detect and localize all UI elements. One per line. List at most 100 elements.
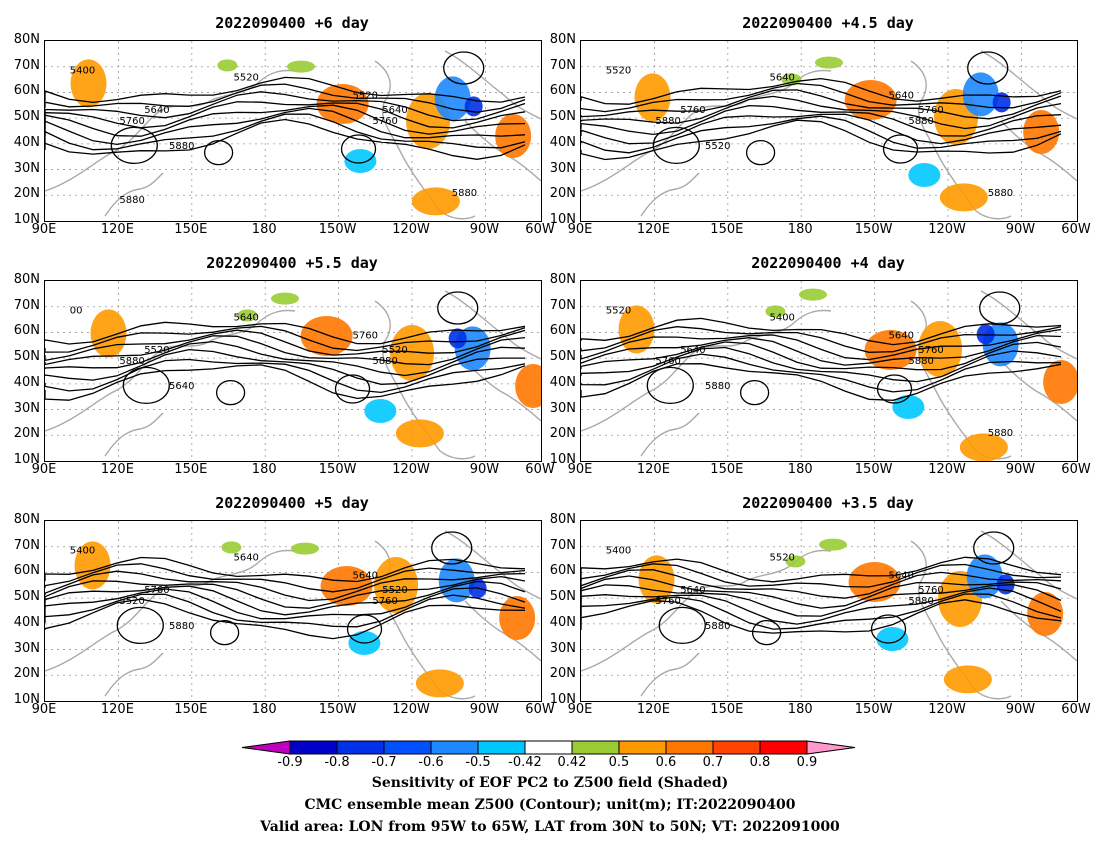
z500-contour xyxy=(116,606,164,645)
latitude-tick-label: 10N xyxy=(549,692,576,707)
longitude-tick-label: 150W xyxy=(854,702,893,717)
sensitivity-shading xyxy=(448,328,467,349)
z500-contour xyxy=(652,126,700,165)
z500-contour xyxy=(581,341,1062,371)
panel-title: 2022090400 +4.5 day xyxy=(742,14,914,32)
longitude-tick-label: 150W xyxy=(318,222,357,237)
latitude-tick-label: 30N xyxy=(549,640,576,656)
coastline xyxy=(104,652,164,697)
sensitivity-shading xyxy=(765,305,786,318)
contour-label: 5400 xyxy=(606,545,631,556)
z500-contour xyxy=(581,82,1062,113)
z500-contour xyxy=(443,51,485,85)
caption-line-2: CMC ensemble mean Z500 (Contour); unit(m… xyxy=(304,797,796,813)
contour-label: 5760 xyxy=(655,596,680,607)
contour-label: 00 xyxy=(70,305,83,316)
z500-contour xyxy=(870,614,907,644)
sensitivity-shading xyxy=(785,555,806,568)
latitude-tick-label: 20N xyxy=(13,426,40,442)
z500-contour xyxy=(646,366,694,405)
contour-label: 5520 xyxy=(353,91,378,102)
contour-label: 5880 xyxy=(119,195,144,206)
z500-contour xyxy=(581,587,1062,625)
z500-contour xyxy=(45,364,526,401)
colorbar-tick-label: -0.42 xyxy=(508,755,542,770)
contour-label: 5640 xyxy=(769,73,794,84)
colorbar-segment xyxy=(665,740,714,755)
longitude-tick-label: 150W xyxy=(854,222,893,237)
colorbar-segment xyxy=(759,740,808,755)
coastline xyxy=(444,530,541,600)
z500-contour xyxy=(751,619,782,646)
z500-contour xyxy=(658,606,706,645)
z500-contour xyxy=(346,614,383,644)
z500-contour xyxy=(334,374,371,404)
contour-label: 5760 xyxy=(918,345,943,356)
panel-title: 2022090400 +4 day xyxy=(751,254,905,272)
contour-label: 5760 xyxy=(918,105,943,116)
sensitivity-shading xyxy=(908,163,941,187)
longitude-tick-label: 120W xyxy=(928,702,966,717)
latitude-tick-label: 10N xyxy=(13,212,40,227)
longitude-tick-label: 90W xyxy=(1005,222,1036,237)
z500-contour xyxy=(581,363,1062,401)
coastline xyxy=(581,549,832,672)
longitude-tick-label: 150E xyxy=(174,462,208,477)
colorbar-tick-label: 0.8 xyxy=(749,755,771,770)
panel-title: 2022090400 +5.5 day xyxy=(206,254,378,272)
coastline xyxy=(104,412,164,457)
colorbar-tick-label: 0.42 xyxy=(557,755,587,770)
latitude-tick-label: 70N xyxy=(549,297,576,313)
sensitivity-shading xyxy=(819,538,847,551)
latitude-tick-label: 20N xyxy=(549,666,576,682)
contour-label: 5520 xyxy=(606,305,631,316)
longitude-tick-label: 90E xyxy=(31,702,57,717)
latitude-tick-label: 60N xyxy=(549,563,576,579)
longitude-tick-label: 150E xyxy=(710,462,744,477)
longitude-tick-label: 180 xyxy=(251,222,277,237)
contour-label: 5880 xyxy=(169,621,194,632)
z500-contour xyxy=(45,340,526,377)
z500-contour xyxy=(581,317,1062,346)
latitude-tick-label: 20N xyxy=(13,186,40,202)
z500-contour xyxy=(581,575,1062,609)
longitude-tick-label: 90E xyxy=(567,222,593,237)
latitude-tick-label: 50N xyxy=(549,109,576,125)
latitude-tick-label: 70N xyxy=(549,57,576,73)
z500-contour xyxy=(45,329,526,362)
sensitivity-shading xyxy=(221,541,242,554)
latitude-tick-label: 80N xyxy=(13,32,40,47)
contour-label: 5760 xyxy=(918,585,943,596)
map-panel: 2022090400 +4 day 5520 5400 5640 5760 5880 564… xyxy=(550,254,1091,477)
contour-label: 5880 xyxy=(452,188,477,199)
colorbar-segment xyxy=(430,740,479,755)
contour-label: 5520 xyxy=(119,596,144,607)
longitude-tick-label: 90E xyxy=(567,462,593,477)
latitude-tick-label: 70N xyxy=(13,57,40,73)
contour-label: 5640 xyxy=(169,381,194,392)
coastline xyxy=(464,600,541,662)
latitude-tick-label: 50N xyxy=(13,109,40,125)
latitude-tick-label: 60N xyxy=(13,323,40,339)
longitude-tick-label: 120E xyxy=(636,462,670,477)
z500-contour xyxy=(876,374,913,404)
z500-contour xyxy=(110,126,158,165)
contour-label: 5880 xyxy=(988,428,1013,439)
latitude-tick-label: 30N xyxy=(13,640,40,656)
z500-contour xyxy=(581,326,1062,353)
map-panel: 2022090400 +3.5 day 5400 5520 5640 5760 5880 5… xyxy=(550,494,1091,717)
contour-label: 5760 xyxy=(144,585,169,596)
contour-label: 5400 xyxy=(769,313,794,324)
longitude-tick-label: 90E xyxy=(567,702,593,717)
longitude-tick-label: 90W xyxy=(469,462,500,477)
latitude-tick-label: 40N xyxy=(549,134,576,150)
z500-contour xyxy=(45,570,526,602)
sensitivity-shading xyxy=(781,73,802,86)
contour-label: 5640 xyxy=(680,585,705,596)
map-panel: 2022090400 +4.5 day 5520 5640 5760 5880 5520 5… xyxy=(550,14,1091,237)
z500-contour xyxy=(209,619,240,646)
contour-label: 5640 xyxy=(889,91,914,102)
sensitivity-shading xyxy=(634,73,671,122)
longitude-tick-label: 90E xyxy=(31,222,57,237)
latitude-tick-label: 10N xyxy=(13,452,40,467)
